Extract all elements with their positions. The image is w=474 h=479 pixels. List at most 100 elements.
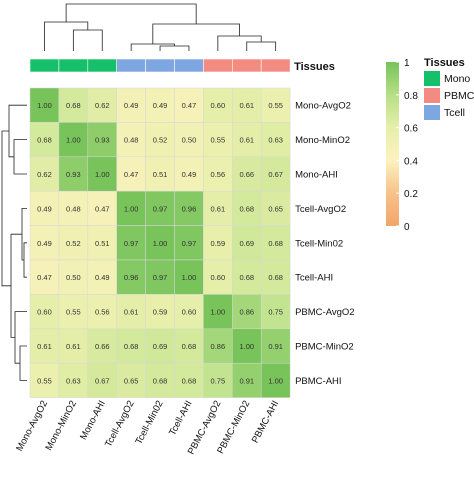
cell-value-label: 0.48 bbox=[124, 136, 139, 145]
cell-value-label: 1.00 bbox=[268, 376, 283, 385]
heatmap-cell bbox=[58, 190, 89, 226]
cell-value-label: 0.69 bbox=[239, 239, 254, 248]
cell-value-label: 0.61 bbox=[239, 136, 254, 145]
cell-value-label: 0.52 bbox=[66, 239, 81, 248]
cell-value-label: 0.55 bbox=[211, 136, 226, 145]
cell-value-label: 0.49 bbox=[182, 170, 197, 179]
dendrogram-link bbox=[246, 41, 277, 51]
cell-value-label: 0.49 bbox=[153, 101, 168, 110]
heatmap-cell bbox=[87, 156, 117, 192]
legend-label: Tcell bbox=[444, 107, 465, 119]
legend-label: PBMC bbox=[444, 90, 474, 102]
cell-value-label: 0.50 bbox=[182, 136, 197, 145]
row-label: PBMC-AvgO2 bbox=[295, 307, 354, 318]
cell-value-label: 0.75 bbox=[268, 308, 283, 317]
cell-value-label: 0.69 bbox=[153, 342, 168, 351]
row-label: Mono-AHI bbox=[295, 170, 338, 181]
heatmap-cell bbox=[29, 259, 60, 295]
heatmap-cell bbox=[232, 259, 262, 295]
heatmap-cell bbox=[116, 328, 146, 364]
heatmap-cell bbox=[232, 87, 262, 123]
heatmap-cell bbox=[260, 190, 291, 226]
cell-value-label: 0.51 bbox=[95, 239, 110, 248]
heatmap-cell bbox=[203, 156, 233, 192]
cell-value-label: 0.47 bbox=[37, 273, 52, 282]
cell-value-label: 0.50 bbox=[66, 273, 81, 282]
cell-value-label: 0.55 bbox=[268, 101, 283, 110]
heatmap-cell bbox=[29, 362, 60, 398]
cell-value-label: 0.63 bbox=[66, 376, 81, 385]
cell-value-label: 0.52 bbox=[153, 136, 168, 145]
cell-value-label: 0.86 bbox=[211, 342, 226, 351]
heatmap-cell bbox=[174, 328, 204, 364]
cell-value-label: 1.00 bbox=[153, 239, 168, 248]
heatmap-cell bbox=[203, 294, 233, 330]
cell-value-label: 0.67 bbox=[95, 376, 110, 385]
tissue-annotation-cell bbox=[174, 58, 204, 73]
legend-title: Tissues bbox=[424, 57, 465, 69]
row-label: Tcell-AvgO2 bbox=[295, 204, 346, 215]
colorbar-tick-label: 1 bbox=[404, 58, 410, 69]
cell-value-label: 0.96 bbox=[182, 204, 197, 213]
heatmap-cell bbox=[29, 87, 60, 123]
cell-value-label: 0.86 bbox=[239, 308, 254, 317]
heatmap-cell bbox=[87, 122, 117, 158]
cell-value-label: 0.61 bbox=[66, 342, 81, 351]
heatmap-cell bbox=[116, 156, 146, 192]
row-label: PBMC-AHI bbox=[295, 376, 341, 387]
column-label: Tcell-Min02 bbox=[133, 399, 165, 447]
heatmap-cell bbox=[87, 328, 117, 364]
tissue-annotation-cell bbox=[145, 58, 175, 73]
cell-value-label: 0.97 bbox=[124, 239, 139, 248]
cell-value-label: 0.60 bbox=[182, 308, 197, 317]
dendrogram-link bbox=[21, 208, 27, 261]
column-label: Mono-MinO2 bbox=[44, 399, 79, 453]
dendrogram-link bbox=[44, 21, 89, 51]
column-dendrogram bbox=[44, 3, 277, 51]
heatmap-cell bbox=[116, 259, 146, 295]
cell-value-label: 0.55 bbox=[66, 308, 81, 317]
row-label: Mono-AvgO2 bbox=[295, 101, 351, 112]
cell-value-label: 0.49 bbox=[124, 101, 139, 110]
cell-value-label: 0.75 bbox=[211, 376, 226, 385]
legend-label: Mono bbox=[444, 73, 470, 85]
cell-value-label: 0.68 bbox=[239, 273, 254, 282]
cell-value-label: 0.51 bbox=[153, 170, 168, 179]
cell-value-label: 0.97 bbox=[153, 273, 168, 282]
cell-value-label: 1.00 bbox=[211, 308, 226, 317]
legend-swatch bbox=[424, 88, 440, 103]
colorbar-tick-label: 0.2 bbox=[404, 189, 418, 200]
dendrogram-link bbox=[19, 345, 27, 381]
cell-value-label: 0.63 bbox=[268, 136, 283, 145]
heatmap-cell bbox=[58, 362, 89, 398]
heatmap-cell bbox=[58, 259, 89, 295]
colorbar-tick-label: 0 bbox=[404, 222, 410, 233]
cell-value-label: 1.00 bbox=[239, 342, 254, 351]
heatmap-cells: 1.00 0.68 0.62 0.49 0.49 0.47 0.60 0.61 0.55 0.68… bbox=[29, 87, 291, 398]
colorbar-tick-label: 0.4 bbox=[404, 156, 418, 167]
cell-value-label: 0.93 bbox=[95, 136, 110, 145]
heatmap-cell bbox=[116, 225, 146, 261]
heatmap-cell bbox=[174, 362, 204, 398]
heatmap-cell bbox=[87, 259, 117, 295]
row-label: Tcell-Min02 bbox=[295, 238, 343, 249]
tissue-annotation-cell bbox=[203, 58, 233, 73]
cell-value-label: 0.47 bbox=[182, 101, 197, 110]
cell-value-label: 1.00 bbox=[37, 101, 52, 110]
cell-value-label: 0.49 bbox=[95, 273, 110, 282]
cell-value-label: 0.60 bbox=[37, 308, 52, 317]
tissue-annotation-cell bbox=[116, 58, 146, 73]
row-label: Tcell-AHI bbox=[295, 273, 333, 284]
heatmap-cell bbox=[145, 294, 175, 330]
cell-value-label: 0.68 bbox=[182, 376, 197, 385]
heatmap-cell bbox=[87, 362, 117, 398]
heatmap-cell bbox=[145, 362, 175, 398]
heatmap-cell bbox=[29, 156, 60, 192]
heatmap-cell bbox=[260, 122, 291, 158]
heatmap-cell bbox=[260, 328, 291, 364]
cell-value-label: 0.62 bbox=[37, 170, 52, 179]
cell-value-label: 0.93 bbox=[66, 170, 81, 179]
heatmap-cell bbox=[87, 87, 117, 123]
heatmap-cell bbox=[260, 362, 291, 398]
heatmap-cell bbox=[232, 122, 262, 158]
